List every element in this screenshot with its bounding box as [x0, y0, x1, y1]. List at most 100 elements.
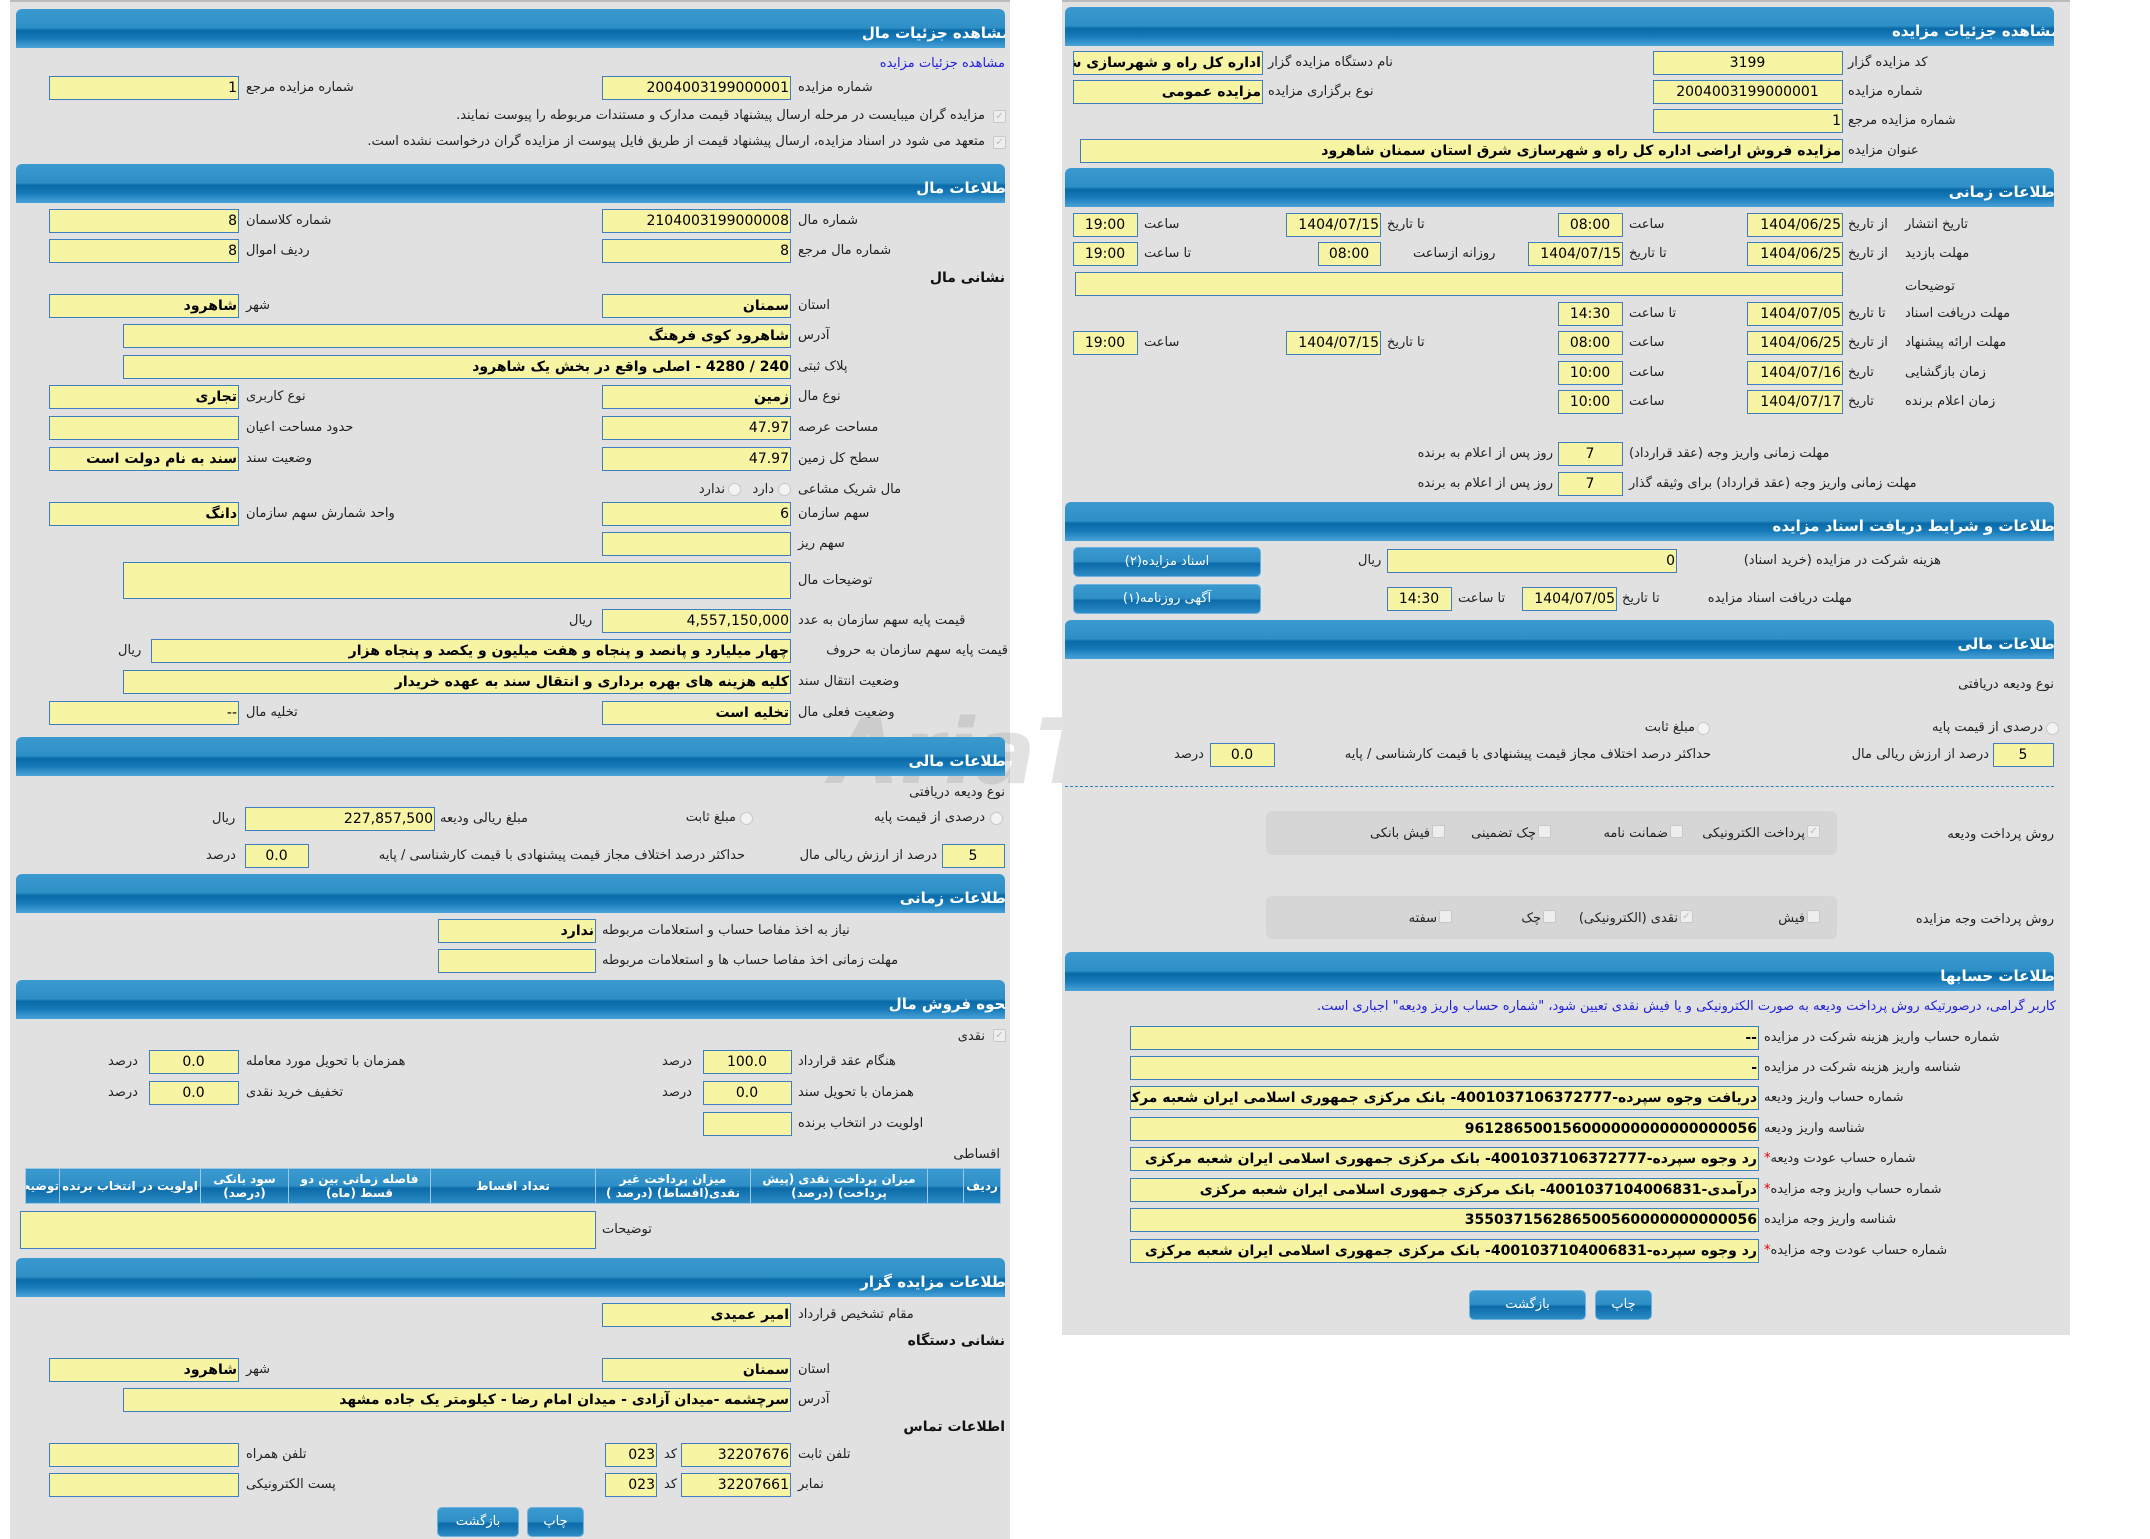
- cash-checkbox[interactable]: ✓: [993, 1029, 1006, 1042]
- account-field[interactable]: رد وجوه سپرده-4001037106372777- بانک مرک…: [1130, 1147, 1759, 1171]
- account-field[interactable]: -: [1130, 1056, 1759, 1080]
- publish-from-field[interactable]: 1404/06/25: [1747, 213, 1843, 237]
- participation-fee-field[interactable]: 0: [1387, 549, 1677, 573]
- evacuation-field[interactable]: --: [49, 701, 239, 725]
- plaque-field[interactable]: 240 / 4280 - اصلی واقع در بخش یک شاهرود: [123, 355, 791, 379]
- reference-auction-field[interactable]: 1: [49, 76, 239, 100]
- deposit-method-checkbox[interactable]: [1538, 825, 1551, 838]
- payment-deadline-field[interactable]: 7: [1558, 442, 1623, 466]
- payment-method-checkbox[interactable]: [1439, 910, 1452, 923]
- phone-code-field[interactable]: 023: [605, 1443, 657, 1467]
- visit-to-time-field[interactable]: 19:00: [1073, 242, 1138, 266]
- payment-method-checkbox[interactable]: [1807, 910, 1820, 923]
- building-area-field[interactable]: [49, 416, 239, 440]
- asset-description-field[interactable]: [123, 562, 791, 599]
- shared-yes-radio[interactable]: [778, 483, 791, 496]
- auction-number-field[interactable]: 2004003199000001: [1653, 80, 1843, 104]
- org-address-field[interactable]: سرچشمه -میدان آزادی - میدان امام رضا - ک…: [123, 1388, 791, 1412]
- auction-number-field[interactable]: 2004003199000001: [602, 76, 791, 100]
- docs-deadline-date-field[interactable]: 1404/07/05: [1522, 587, 1617, 611]
- clearance-deadline-field[interactable]: [438, 949, 596, 973]
- phone-field[interactable]: 32207676: [681, 1443, 791, 1467]
- deed-status-field[interactable]: سند به نام دولت است: [49, 447, 239, 471]
- contract-percent-field[interactable]: 100.0: [703, 1050, 792, 1074]
- offer-to-field[interactable]: 1404/07/15: [1286, 331, 1381, 355]
- org-share-field[interactable]: 6: [602, 502, 791, 526]
- asset-number-field[interactable]: 2104003199000008: [602, 209, 791, 233]
- docs-deadline-time-field[interactable]: 14:30: [1387, 587, 1452, 611]
- auction-subject-field[interactable]: مزایده فروش اراضی اداره کل راه و شهرسازی…: [1080, 139, 1843, 163]
- address-field[interactable]: شاهرود کوی فرهنگ: [123, 324, 791, 348]
- max-diff-field[interactable]: 0.0: [1210, 743, 1275, 767]
- print-button[interactable]: چاپ: [527, 1507, 584, 1537]
- publish-to-time-field[interactable]: 19:00: [1073, 213, 1138, 237]
- account-field[interactable]: دریافت وجوه سپرده-4001037106372777- بانک…: [1130, 1086, 1759, 1110]
- deposit-percent-field[interactable]: 5: [942, 844, 1005, 868]
- auctioneer-code-field[interactable]: 3199: [1653, 51, 1843, 75]
- fax-field[interactable]: 32207661: [681, 1473, 791, 1497]
- back-button[interactable]: بازگشت: [437, 1507, 519, 1537]
- account-field[interactable]: رد وجوه سپرده-4001037104006831- بانک مرک…: [1130, 1239, 1759, 1263]
- fixed-amount-radio[interactable]: [740, 812, 753, 825]
- account-field[interactable]: 355037156286500560000000000056: [1130, 1208, 1759, 1232]
- offer-from-time-field[interactable]: 08:00: [1558, 331, 1623, 355]
- account-field[interactable]: --: [1130, 1026, 1759, 1050]
- auctioneer-org-field[interactable]: اداره کل راه و شهرسازی ش: [1073, 51, 1263, 75]
- winner-priority-field[interactable]: [703, 1112, 792, 1136]
- land-area-field[interactable]: 47.97: [602, 416, 791, 440]
- auction-details-link[interactable]: مشاهده جزئیات مزایده: [879, 56, 1005, 71]
- deposit-percent-field[interactable]: 5: [1993, 743, 2054, 767]
- opening-date-field[interactable]: 1404/07/16: [1747, 361, 1843, 385]
- province-field[interactable]: سمنان: [602, 294, 791, 318]
- city-field[interactable]: شاهرود: [49, 294, 239, 318]
- docs-deadline-time-field[interactable]: 14:30: [1558, 302, 1623, 326]
- print-button[interactable]: چاپ: [1595, 1290, 1652, 1320]
- shared-no-radio[interactable]: [728, 483, 741, 496]
- deposit-method-checkbox[interactable]: ✓: [1807, 825, 1820, 838]
- usage-field[interactable]: تجاری: [49, 385, 239, 409]
- sub-share-field[interactable]: [602, 532, 791, 556]
- fixed-amount-radio[interactable]: [1697, 722, 1710, 735]
- time-notes-field[interactable]: [1075, 272, 1843, 296]
- auction-kind-field[interactable]: مزایده عمومی: [1073, 80, 1263, 104]
- deposit-amount-field[interactable]: 227,857,500: [245, 807, 435, 831]
- class-number-field[interactable]: 8: [49, 209, 239, 233]
- base-price-text-field[interactable]: چهار میلیارد و پانصد و پنجاه و هفت میلیو…: [151, 639, 791, 663]
- percent-of-base-radio[interactable]: [2046, 722, 2059, 735]
- org-city-field[interactable]: شاهرود: [49, 1358, 239, 1382]
- org-province-field[interactable]: سمنان: [602, 1358, 791, 1382]
- current-status-field[interactable]: تخلیه است: [602, 701, 791, 725]
- asset-row-field[interactable]: 8: [49, 239, 239, 263]
- cash-discount-field[interactable]: 0.0: [149, 1081, 239, 1105]
- fax-code-field[interactable]: 023: [605, 1473, 657, 1497]
- asset-type-field[interactable]: زمین: [602, 385, 791, 409]
- bail-payment-deadline-field[interactable]: 7: [1558, 472, 1623, 496]
- deed-delivery-percent-field[interactable]: 0.0: [703, 1081, 792, 1105]
- winner-date-field[interactable]: 1404/07/17: [1747, 390, 1843, 414]
- newspaper-ad-button[interactable]: آگهی روزنامه(۱): [1073, 584, 1261, 614]
- publish-from-time-field[interactable]: 08:00: [1558, 213, 1623, 237]
- base-price-number-field[interactable]: 4,557,150,000: [602, 609, 791, 633]
- no-attachment-checkbox[interactable]: ✓: [993, 136, 1006, 149]
- offer-to-time-field[interactable]: 19:00: [1073, 331, 1138, 355]
- delivery-percent-field[interactable]: 0.0: [149, 1050, 239, 1074]
- winner-time-field[interactable]: 10:00: [1558, 390, 1623, 414]
- max-diff-field[interactable]: 0.0: [245, 844, 309, 868]
- mobile-field[interactable]: [49, 1443, 239, 1467]
- reference-auction-field[interactable]: 1: [1653, 109, 1843, 133]
- visit-to-field[interactable]: 1404/07/15: [1528, 242, 1623, 266]
- sale-notes-field[interactable]: [20, 1211, 596, 1249]
- auction-documents-button[interactable]: اسناد مزایده(۲): [1073, 547, 1261, 577]
- asset-ref-field[interactable]: 8: [602, 239, 791, 263]
- deed-transfer-field[interactable]: کلیه هزینه های بهره برداری و انتقال سند …: [123, 670, 791, 694]
- deposit-method-checkbox[interactable]: [1432, 825, 1445, 838]
- account-field[interactable]: 961286500156000000000000000056: [1130, 1117, 1759, 1141]
- publish-to-field[interactable]: 1404/07/15: [1286, 213, 1381, 237]
- payment-method-checkbox[interactable]: ✓: [1680, 910, 1693, 923]
- contract-authority-field[interactable]: امیر عمیدی: [602, 1303, 791, 1327]
- clearance-field[interactable]: ندارد: [438, 919, 596, 943]
- email-field[interactable]: [49, 1473, 239, 1497]
- total-area-field[interactable]: 47.97: [602, 447, 791, 471]
- percent-of-base-radio[interactable]: [990, 812, 1003, 825]
- share-unit-field[interactable]: دانگ: [49, 502, 239, 526]
